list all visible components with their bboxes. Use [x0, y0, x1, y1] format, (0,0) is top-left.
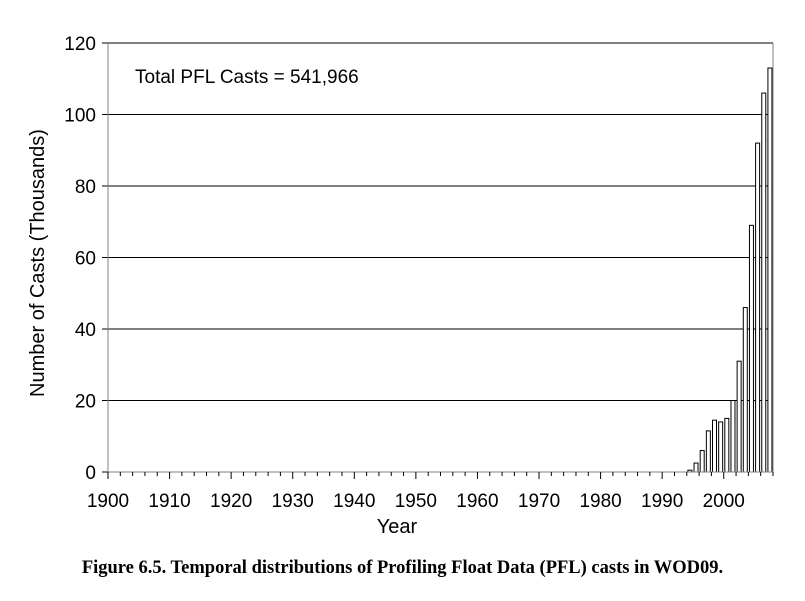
y-tick-label: 20 [75, 392, 96, 413]
y-tick-label: 0 [85, 463, 96, 484]
x-tick-label: 1990 [641, 491, 683, 512]
y-tick-label: 80 [75, 177, 96, 198]
y-tick-labels: 0 20 40 60 80 100 120 [64, 34, 96, 484]
bar-1996 [699, 450, 705, 473]
y-tick-label: 100 [64, 106, 96, 127]
x-tick-label: 1910 [148, 491, 190, 512]
bar-2003 [742, 307, 748, 473]
bar-2007 [767, 67, 773, 473]
x-tick-label: 1920 [210, 491, 252, 512]
x-tick-label: 1930 [272, 491, 314, 512]
bar-2002 [736, 360, 742, 473]
bar-1995 [693, 462, 699, 473]
x-tick-label: 1940 [333, 491, 375, 512]
bar-1997 [705, 430, 711, 473]
gridlines [108, 42, 773, 401]
bar-chart: 0 20 40 60 80 100 120 1900 1910 1920 1930 1940 1950… [27, 34, 774, 538]
y-tick-label: 60 [75, 249, 96, 270]
bars [687, 67, 773, 473]
figure-caption: Figure 6.5. Temporal distributions of Pr… [81, 558, 724, 578]
x-tick-label: 1970 [518, 491, 560, 512]
x-tick-label: 1900 [87, 491, 129, 512]
bar-2000 [724, 417, 730, 473]
x-tick-label: 2000 [703, 491, 745, 512]
bar-2006 [761, 92, 767, 473]
x-tick-label: 1950 [395, 491, 437, 512]
y-tick-label: 120 [64, 34, 96, 55]
x-tick-label: 1980 [579, 491, 621, 512]
y-tick-label: 40 [75, 320, 96, 341]
axes [102, 42, 774, 479]
x-axis-title: Year [377, 516, 418, 538]
y-axis-title: Number of Casts (Thousands) [27, 129, 49, 397]
bar-2005 [755, 142, 761, 473]
bar-2001 [730, 400, 736, 473]
bar-2004 [748, 224, 754, 473]
bar-1999 [718, 421, 724, 473]
total-casts-annotation: Total PFL Casts = 541,966 [135, 67, 359, 88]
bar-1998 [712, 419, 718, 473]
x-tick-label: 1960 [456, 491, 498, 512]
x-tick-labels: 1900 1910 1920 1930 1940 1950 1960 1970 1980 1990… [87, 491, 745, 512]
